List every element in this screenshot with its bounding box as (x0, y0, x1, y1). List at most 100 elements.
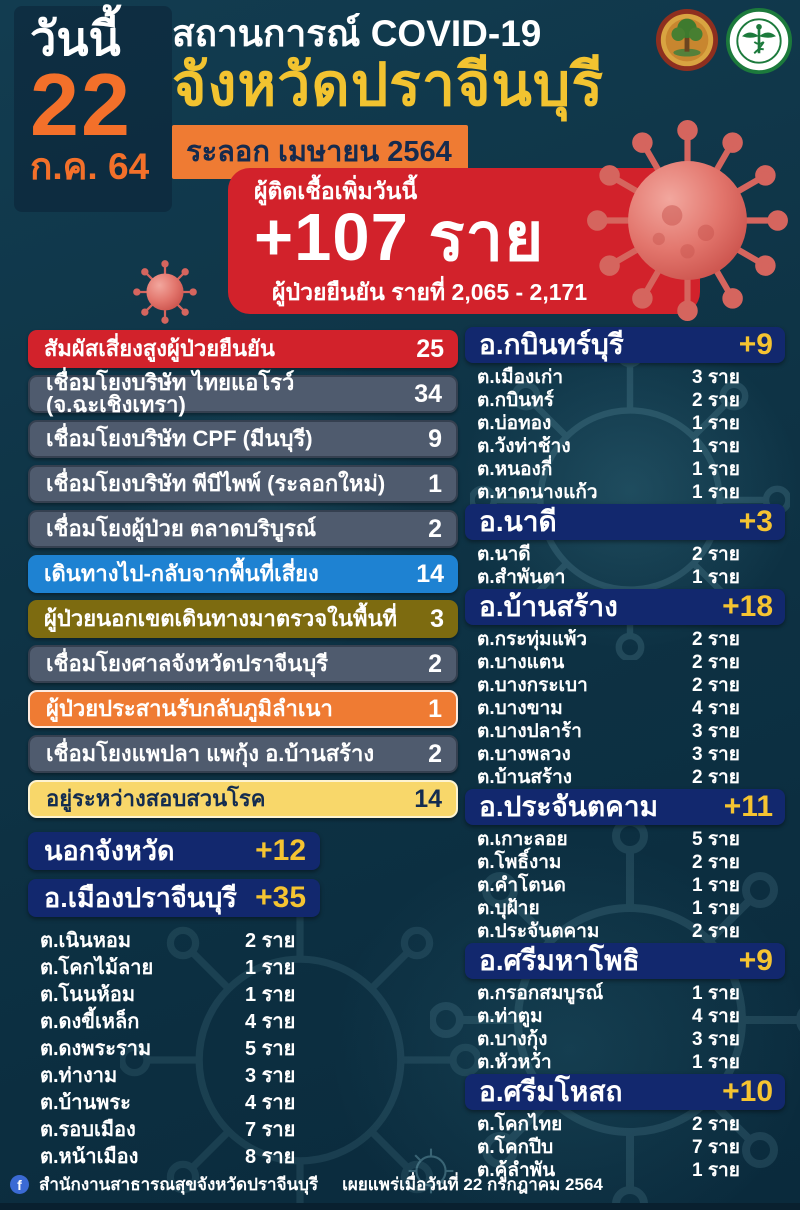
subdistrict-name: ต.กบินทร์ (477, 390, 554, 411)
date-day: 22 (30, 55, 132, 155)
subdistrict-name: ต.โนนห้อม (40, 983, 136, 1006)
subdistrict-name: ต.กระทุ่มแพ้ว (477, 629, 588, 650)
subdistrict-cases: 3 ราย (245, 1064, 296, 1087)
cause-value: 2 (428, 739, 442, 768)
subdistrict-cases: 2 ราย (692, 675, 740, 696)
subdistrict-cases: 3 ราย (692, 744, 740, 765)
footer-source: สำนักงานสาธารณสุขจังหวัดปราจีนบุรี (39, 1175, 319, 1194)
subdistrict-row: ต.บางแตน 2 ราย (465, 651, 785, 674)
subdistrict-row: ต.ท่าตูม 4 ราย (465, 1005, 785, 1028)
cause-row: อยู่ระหว่างสอบสวนโรค 14 (28, 780, 458, 818)
subdistrict-cases: 1 ราย (692, 413, 740, 434)
subdistrict-row: ต.โคกปีบ 7 ราย (465, 1136, 785, 1159)
subdistrict-row: ต.วังท่าช้าง 1 ราย (465, 435, 785, 458)
subdistrict-name: ต.หน้าเมือง (40, 1145, 139, 1168)
subdistrict-row: ต.หัวหว้า 1 ราย (465, 1051, 785, 1074)
subdistrict-cases: 5 ราย (245, 1037, 296, 1060)
district-value: +11 (723, 790, 773, 823)
subdistrict-row: ต.คำโตนด 1 ราย (465, 874, 785, 897)
subdistrict-name: ต.บางพลวง (477, 744, 571, 765)
outside-province-value: +12 (255, 834, 306, 867)
subdistrict-name: ต.บางแตน (477, 652, 565, 673)
district-value: +9 (738, 328, 773, 361)
subdistrict-row: ต.บางพลวง 3 ราย (465, 743, 785, 766)
subdistrict-row: ต.โพธิ์งาม 2 ราย (465, 851, 785, 874)
outside-province-label: นอกจังหวัด (44, 835, 175, 866)
subdistrict-name: ต.นาดี (477, 544, 531, 565)
subdistrict-name: ต.หาดนางแก้ว (477, 482, 598, 503)
subdistrict-row: ต.สำพันตา 1 ราย (465, 566, 785, 589)
district-name: อ.นาดี (479, 506, 557, 537)
cause-label: เชื่อมโยงบริษัท ไทยแอโรว์ (จ.ฉะเชิงเทรา) (46, 370, 295, 417)
subdistrict-cases: 1 ราย (692, 436, 740, 457)
footer-published-date: เผยแพร่เมื่อวันที่ 22 กรกฎาคม 2564 (342, 1175, 603, 1194)
cause-label: สัมผัสเสี่ยงสูงผู้ป่วยยืนยัน (44, 336, 275, 361)
subdistrict-row: ต.หน้าเมือง 8 ราย (28, 1143, 458, 1170)
subdistrict-name: ต.เกาะลอย (477, 829, 568, 850)
subdistrict-row: ต.เมืองเก่า 3 ราย (465, 366, 785, 389)
subdistrict-name: ต.บ้านพระ (40, 1091, 131, 1114)
bottom-strip (0, 1203, 800, 1210)
subdistrict-name: ต.โพธิ์งาม (477, 852, 562, 873)
daily-cases-label: ผู้ติดเชื้อเพิ่มวันนี้ (254, 178, 418, 204)
subdistrict-name: ต.เนินหอม (40, 929, 132, 952)
district-banner: อ.เมืองปราจีนบุรี +35 (28, 879, 320, 917)
subdistrict-cases: 7 ราย (245, 1118, 296, 1141)
district-banner: อ.ศรีมหาโพธิ +9 (465, 943, 785, 979)
subdistrict-cases: 1 ราย (692, 459, 740, 480)
subdistrict-name: ต.บางกุ้ง (477, 1029, 548, 1050)
subdistrict-name: ต.วังท่าช้าง (477, 436, 571, 457)
district-name: อ.ศรีมหาโพธิ (479, 945, 640, 976)
subdistrict-name: ต.รอบเมือง (40, 1118, 136, 1141)
district-name: อ.ศรีมโหสถ (479, 1076, 623, 1107)
district-banner: อ.ประจันตคาม +11 (465, 789, 785, 825)
subdistrict-name: ต.โคกปีบ (477, 1137, 554, 1158)
subdistrict-name: ต.โคกไทย (477, 1114, 563, 1135)
subdistrict-row: ต.เนินหอม 2 ราย (28, 927, 458, 954)
subdistrict-name: ต.โคกไม้ลาย (40, 956, 154, 979)
subdistrict-cases: 4 ราย (245, 1091, 296, 1114)
subdistrict-cases: 8 ราย (245, 1145, 296, 1168)
subdistrict-cases: 1 ราย (692, 1052, 740, 1073)
subdistrict-row: ต.ดงขี้เหล็ก 4 ราย (28, 1008, 458, 1035)
subdistrict-name: ต.บางปลาร้า (477, 721, 582, 742)
district-name: อ.ประจันตคาม (479, 791, 659, 822)
subdistrict-row: ต.บ้านสร้าง 2 ราย (465, 766, 785, 789)
cause-value: 2 (428, 649, 442, 678)
cause-row: เดินทางไป-กลับจากพื้นที่เสี่ยง 14 (28, 555, 458, 593)
district-value: +10 (722, 1075, 773, 1108)
subdistrict-row: ต.ท่างาม 3 ราย (28, 1062, 458, 1089)
subdistrict-row: ต.ประจันตคาม 2 ราย (465, 920, 785, 943)
subdistrict-cases: 3 ราย (692, 367, 740, 388)
subdistrict-row: ต.เกาะลอย 5 ราย (465, 828, 785, 851)
subdistrict-row: ต.บางกุ้ง 3 ราย (465, 1028, 785, 1051)
subdistrict-row: ต.หาดนางแก้ว 1 ราย (465, 481, 785, 504)
cause-value: 1 (428, 694, 442, 723)
subdistrict-cases: 1 ราย (692, 1160, 740, 1181)
cause-value: 1 (428, 469, 442, 498)
cause-row: เชื่อมโยงบริษัท พีบีไพพ์ (ระลอกใหม่) 1 (28, 465, 458, 503)
confirmed-range: ผู้ป่วยยืนยัน รายที่ 2,065 - 2,171 (272, 278, 588, 305)
subdistrict-row: ต.บางขาม 4 ราย (465, 697, 785, 720)
subdistrict-cases: 2 ราย (692, 544, 740, 565)
subdistrict-name: ต.ท่างาม (40, 1064, 118, 1087)
cause-label: เชื่อมโยงผู้ป่วย ตลาดบริบูรณ์ (46, 516, 317, 541)
moph-seal-icon (726, 8, 792, 74)
cause-label: เชื่อมโยงศาลจังหวัดปราจีนบุรี (46, 651, 329, 676)
subdistrict-row: ต.บางปลาร้า 3 ราย (465, 720, 785, 743)
subdistrict-name: ต.ท่าตูม (477, 1006, 543, 1027)
subdistrict-row: ต.นาดี 2 ราย (465, 543, 785, 566)
cause-value: 3 (430, 604, 444, 633)
cause-column: สัมผัสเสี่ยงสูงผู้ป่วยยืนยัน 25 เชื่อมโย… (28, 330, 458, 1170)
subdistrict-row: ต.ดงพระราม 5 ราย (28, 1035, 458, 1062)
district-banner: อ.ศรีมโหสถ +10 (465, 1074, 785, 1110)
province-title: จังหวัดปราจีนบุรี (172, 51, 605, 118)
date-month-year: ก.ค. 64 (30, 145, 150, 187)
subdistrict-row: ต.โนนห้อม 1 ราย (28, 981, 458, 1008)
cause-value: 14 (414, 784, 442, 813)
facebook-icon: f (10, 1175, 29, 1194)
subdistrict-name: ต.ประจันตคาม (477, 921, 600, 942)
subdistrict-name: ต.คู้ลำพัน (477, 1160, 556, 1181)
logos (655, 8, 792, 74)
